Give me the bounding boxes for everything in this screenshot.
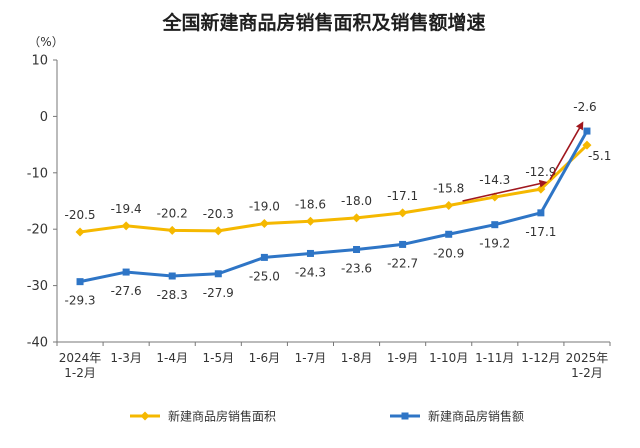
annotations: [462, 121, 584, 202]
data-label: -20.3: [203, 207, 234, 221]
series-layer: [75, 127, 592, 286]
x-tick-label: 1-3月: [110, 351, 142, 365]
series-1-point: [352, 213, 362, 223]
data-label: -20.2: [157, 206, 188, 220]
series-line-1: [79, 144, 588, 234]
y-tick-label: -30: [27, 279, 48, 294]
data-label: -17.1: [525, 225, 556, 239]
legend-label: 新建商品房销售额: [428, 409, 524, 424]
x-tick-label: 1-8月: [341, 351, 373, 365]
chart-title: 全国新建商品房销售面积及销售额增速: [161, 11, 485, 34]
data-label: -18.6: [295, 197, 326, 211]
series-2-point: [260, 253, 268, 261]
series-2-point: [214, 270, 222, 278]
series-1-point: [167, 225, 177, 235]
x-tick-label-line: 1-5月: [202, 351, 234, 365]
x-tick-label-line: 1-2月: [571, 366, 603, 380]
data-label: -27.6: [111, 284, 142, 298]
data-label: -29.3: [65, 294, 96, 308]
series-2-point: [583, 127, 591, 135]
y-unit-label: （%）: [28, 35, 63, 49]
series-2-point: [76, 278, 84, 286]
data-labels: -20.5 -19.4 -20.2 -20.3 -19.0 -18.6 -18.0 -17.1…: [65, 100, 612, 308]
data-label: -22.7: [387, 256, 418, 270]
x-tick-label-line: 1-12月: [521, 351, 560, 365]
legend: 新建商品房销售面积 新建商品房销售额: [130, 409, 524, 424]
x-tick-label: 1-10月: [429, 351, 468, 365]
x-tick-label-line: 1-6月: [249, 351, 281, 365]
series-1-point: [398, 208, 408, 218]
x-tick-label-line: 1-11月: [475, 351, 514, 365]
data-label: -5.1: [588, 149, 611, 163]
x-tick-label: 1-12月: [521, 351, 560, 365]
data-label: -25.0: [249, 269, 280, 283]
x-tick-label-line: 1-3月: [110, 351, 142, 365]
x-tick-label-line: 1-7月: [295, 351, 327, 365]
series-2-point: [122, 268, 130, 276]
series-2-point: [491, 221, 499, 229]
data-label: -19.4: [111, 202, 142, 216]
data-label: -20.9: [433, 246, 464, 260]
series-1-point: [75, 227, 85, 237]
x-tick-label-line: 2024年: [59, 351, 102, 365]
x-tick-label-line: 1-4月: [156, 351, 188, 365]
trend-arrow: [462, 179, 548, 202]
data-label: -23.6: [341, 262, 372, 276]
data-label: -14.3: [479, 173, 510, 187]
x-tick-label: 1-4月: [156, 351, 188, 365]
y-tick-label: 0: [40, 110, 48, 125]
x-tick-label-line: 1-9月: [387, 351, 419, 365]
data-label: -28.3: [157, 288, 188, 302]
y-tick-label: -20: [27, 223, 48, 238]
data-label: -2.6: [573, 100, 596, 114]
x-tick-label-line: 1-10月: [429, 351, 468, 365]
x-tick-label-line: 2025年: [566, 351, 609, 365]
trend-arrow: [549, 121, 584, 180]
series-1-point: [444, 201, 454, 211]
series-2-point: [353, 246, 361, 254]
x-tick-label: 1-5月: [202, 351, 234, 365]
x-tick-label: 1-7月: [295, 351, 327, 365]
legend-marker: [140, 411, 150, 421]
x-tick-label: 1-9月: [387, 351, 419, 365]
data-label: -24.3: [295, 265, 326, 279]
series-line-2: [79, 130, 589, 284]
x-tick-label: 2024年 1-2月: [59, 351, 102, 380]
series-1-point: [582, 140, 592, 150]
x-axis-ticks: 2024年 1-2月1-3月 1-4月 1-5月 1-6月 1-7月 1-8月 1-9月 1-1…: [56, 342, 611, 380]
y-tick-label: -10: [27, 166, 48, 181]
series-2-point: [445, 230, 453, 238]
data-label: -19.0: [249, 200, 280, 214]
y-tick-label: 10: [31, 54, 48, 69]
series-1-point: [259, 219, 269, 229]
data-label: -12.9: [525, 165, 556, 179]
series-1-point: [121, 221, 131, 231]
y-tick-label: -40: [27, 336, 48, 351]
x-tick-label: 2025年 1-2月: [566, 351, 609, 380]
legend-marker: [401, 412, 409, 420]
x-tick-label-line: 1-8月: [341, 351, 373, 365]
data-label: -15.8: [433, 182, 464, 196]
legend-label: 新建商品房销售面积: [168, 409, 276, 424]
series-2-point: [306, 249, 314, 257]
x-tick-label: 1-6月: [249, 351, 281, 365]
data-label: -18.0: [341, 194, 372, 208]
data-label: -20.5: [65, 208, 96, 222]
series-2-point: [399, 240, 407, 248]
series-2-point: [168, 272, 176, 280]
x-tick-label-line: 1-2月: [64, 366, 96, 380]
data-label: -17.1: [387, 189, 418, 203]
data-label: -19.2: [479, 237, 510, 251]
series-2-point: [537, 209, 545, 217]
y-axis-ticks: 10 0 -10 -20 -30 -40: [27, 54, 57, 351]
x-tick-label: 1-11月: [475, 351, 514, 365]
data-label: -27.9: [203, 286, 234, 300]
series-1-point: [305, 216, 315, 226]
series-1-point: [213, 226, 223, 236]
